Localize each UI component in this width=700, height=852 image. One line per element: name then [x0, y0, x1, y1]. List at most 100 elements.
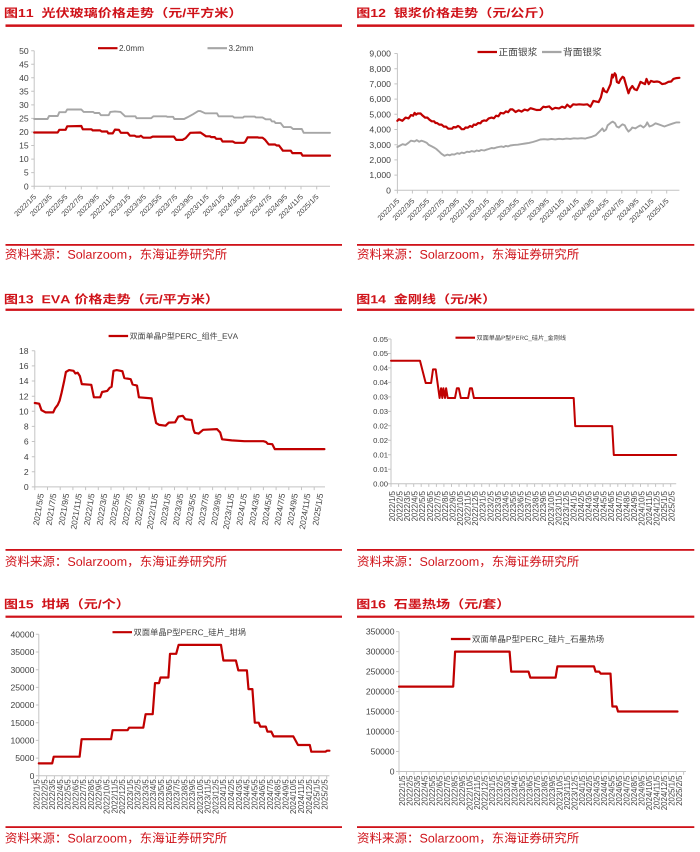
svg-text:2024/4/5: 2024/4/5 [592, 490, 601, 521]
svg-text:2023/11/5: 2023/11/5 [204, 779, 213, 814]
svg-text:2022/8/5: 2022/8/5 [441, 490, 450, 521]
svg-text:8: 8 [24, 422, 29, 432]
svg-text:2023/7/5: 2023/7/5 [173, 779, 182, 810]
svg-text:2024/7/5: 2024/7/5 [623, 775, 632, 806]
svg-text:2022/9/5: 2022/9/5 [449, 490, 458, 521]
svg-text:20000: 20000 [10, 700, 34, 710]
svg-text:0: 0 [386, 185, 391, 195]
svg-text:2024/11/5: 2024/11/5 [297, 779, 306, 814]
svg-text:4,000: 4,000 [369, 125, 391, 135]
svg-text:25000: 25000 [10, 683, 34, 693]
svg-text:15: 15 [19, 141, 29, 151]
svg-text:30: 30 [19, 100, 29, 110]
svg-text:2024/12/5: 2024/12/5 [653, 490, 662, 525]
svg-text:2024/5/5: 2024/5/5 [250, 779, 259, 810]
svg-text:20: 20 [19, 127, 29, 137]
svg-text:2022/7/5: 2022/7/5 [443, 775, 452, 806]
svg-text:2022/4/5: 2022/4/5 [56, 779, 65, 810]
svg-text:2023/3/5: 2023/3/5 [494, 490, 503, 521]
svg-text:2022/6/5: 2022/6/5 [71, 779, 80, 810]
svg-text:2023/5/5: 2023/5/5 [157, 779, 166, 810]
svg-text:2023/2/5: 2023/2/5 [495, 775, 504, 806]
svg-text:45: 45 [19, 59, 29, 69]
svg-text:0.03: 0.03 [373, 393, 388, 402]
svg-text:2025/1/5: 2025/1/5 [668, 775, 677, 806]
svg-text:14: 14 [19, 376, 29, 386]
svg-text:2022/8/5: 2022/8/5 [450, 775, 459, 806]
svg-text:16: 16 [19, 361, 29, 371]
svg-text:2022/6/5: 2022/6/5 [426, 490, 435, 521]
svg-text:2025/2/5: 2025/2/5 [675, 775, 684, 806]
svg-text:35000: 35000 [10, 647, 34, 657]
svg-text:2023/9/5: 2023/9/5 [548, 775, 557, 806]
svg-text:2022/3/5: 2022/3/5 [413, 775, 422, 806]
svg-text:2023/10/5: 2023/10/5 [555, 775, 564, 810]
svg-text:2024/10/5: 2024/10/5 [638, 490, 647, 525]
svg-text:12: 12 [19, 391, 29, 401]
svg-text:2022/5/5: 2022/5/5 [418, 490, 427, 521]
svg-text:2023/2/5: 2023/2/5 [486, 490, 495, 521]
svg-text:2024/2/5: 2024/2/5 [585, 775, 594, 806]
svg-text:2024/7/5: 2024/7/5 [266, 779, 275, 810]
svg-text:2023/11/5: 2023/11/5 [563, 775, 572, 810]
svg-text:2023/1/5: 2023/1/5 [488, 775, 497, 806]
svg-text:2023/10/5: 2023/10/5 [547, 490, 556, 525]
svg-text:2024/3/5: 2024/3/5 [585, 490, 594, 521]
svg-text:2023/4/5: 2023/4/5 [510, 775, 519, 806]
svg-text:2023/12/5: 2023/12/5 [562, 490, 571, 525]
svg-text:1,000: 1,000 [369, 170, 391, 180]
svg-text:3.2mm: 3.2mm [229, 44, 254, 53]
svg-text:2022/5/5: 2022/5/5 [428, 775, 437, 806]
svg-text:30000: 30000 [10, 665, 34, 675]
svg-text:2023/7/5: 2023/7/5 [524, 490, 533, 521]
svg-text:2023/8/5: 2023/8/5 [540, 775, 549, 806]
svg-text:2022/4/5: 2022/4/5 [411, 490, 420, 521]
svg-text:10: 10 [19, 154, 29, 164]
svg-text:5: 5 [24, 168, 29, 178]
svg-text:2022/3/5: 2022/3/5 [403, 490, 412, 521]
svg-text:2024/9/5: 2024/9/5 [638, 775, 647, 806]
svg-text:2024/10/5: 2024/10/5 [645, 775, 654, 810]
svg-text:0.03: 0.03 [373, 407, 388, 416]
svg-text:10000: 10000 [10, 736, 34, 746]
svg-text:2025/1/5: 2025/1/5 [660, 490, 669, 521]
svg-text:5,000: 5,000 [369, 109, 391, 119]
svg-text:2024/12/5: 2024/12/5 [660, 775, 669, 810]
svg-text:3,000: 3,000 [369, 140, 391, 150]
svg-text:2024/11/5: 2024/11/5 [645, 490, 654, 525]
svg-text:250000: 250000 [366, 667, 395, 677]
svg-text:10: 10 [19, 406, 29, 416]
svg-text:0.01: 0.01 [373, 451, 388, 460]
svg-text:2024/4/5: 2024/4/5 [243, 779, 252, 810]
svg-text:2023/9/5: 2023/9/5 [188, 779, 197, 810]
svg-text:2023/5/5: 2023/5/5 [509, 490, 518, 521]
svg-text:2023/7/5: 2023/7/5 [533, 775, 542, 806]
svg-text:2024/3/5: 2024/3/5 [593, 775, 602, 806]
svg-text:2024/1/5: 2024/1/5 [569, 490, 578, 521]
svg-text:0.00: 0.00 [373, 480, 388, 489]
svg-text:100000: 100000 [366, 727, 395, 737]
svg-text:2022/8/5: 2022/8/5 [87, 779, 96, 810]
svg-text:2024/7/5: 2024/7/5 [615, 490, 624, 521]
svg-text:2023/3/5: 2023/3/5 [141, 779, 150, 810]
svg-text:2024/5/5: 2024/5/5 [608, 775, 617, 806]
svg-text:2024/2/5: 2024/2/5 [577, 490, 586, 521]
svg-text:4: 4 [24, 452, 29, 462]
svg-text:0.04: 0.04 [373, 364, 389, 373]
svg-text:2024/1/5: 2024/1/5 [219, 779, 228, 810]
svg-text:0: 0 [390, 767, 395, 777]
svg-text:2022/11/5: 2022/11/5 [473, 775, 482, 810]
svg-text:150000: 150000 [366, 707, 395, 717]
svg-text:2022/9/5: 2022/9/5 [458, 775, 467, 806]
svg-text:0: 0 [24, 181, 29, 191]
svg-text:2024/1/5: 2024/1/5 [578, 775, 587, 806]
svg-text:300000: 300000 [366, 647, 395, 657]
svg-text:2022/11/5: 2022/11/5 [110, 779, 119, 814]
svg-text:2023/5/5: 2023/5/5 [518, 775, 527, 806]
svg-text:2023/9/5: 2023/9/5 [539, 490, 548, 521]
svg-text:2023/10/5: 2023/10/5 [196, 779, 205, 814]
svg-text:18: 18 [19, 346, 29, 356]
svg-text:2022/3/5: 2022/3/5 [48, 779, 57, 810]
svg-text:2,000: 2,000 [369, 155, 391, 165]
svg-text:25: 25 [19, 114, 29, 124]
